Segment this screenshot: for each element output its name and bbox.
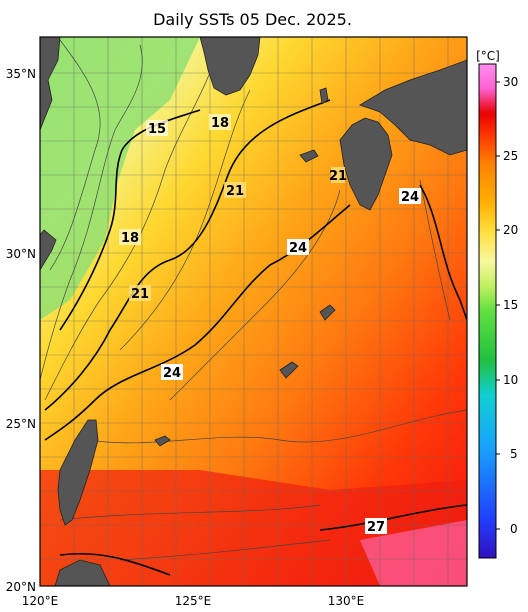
colorbar-tick-10: 10 bbox=[503, 373, 518, 387]
korea-land bbox=[199, 37, 261, 96]
svg-text:21: 21 bbox=[131, 287, 149, 302]
colorbar-tick-5: 5 bbox=[510, 447, 518, 461]
contour-label-24a: 24 bbox=[287, 239, 309, 256]
svg-text:24: 24 bbox=[401, 190, 419, 205]
svg-text:21: 21 bbox=[329, 169, 347, 184]
colorbar-tick-25: 25 bbox=[503, 149, 518, 163]
taiwan-land bbox=[57, 419, 99, 526]
tsushima-land bbox=[319, 87, 329, 105]
land bbox=[40, 37, 467, 586]
svg-text:18: 18 bbox=[121, 231, 139, 246]
svg-text:18: 18 bbox=[211, 116, 229, 131]
lon-tick-130: 130°E bbox=[328, 594, 365, 608]
ryukyu-island-3 bbox=[154, 435, 171, 447]
colorbar-tick-30: 30 bbox=[503, 75, 518, 89]
colorbar-tick-15: 15 bbox=[503, 298, 518, 312]
jeju-land bbox=[299, 149, 319, 163]
contour-label-18b: 18 bbox=[119, 229, 141, 246]
lat-tick-20: 20°N bbox=[6, 580, 36, 594]
colorbar-tick-20: 20 bbox=[503, 223, 518, 237]
lat-tick-30: 30°N bbox=[6, 247, 36, 261]
contour-label-21a: 21 bbox=[224, 182, 246, 199]
ryukyu-island-2 bbox=[279, 361, 299, 379]
colorbar-gradient bbox=[478, 63, 497, 559]
hot-southeast-water bbox=[360, 520, 467, 586]
svg-text:15: 15 bbox=[148, 122, 166, 137]
china-coast-land bbox=[40, 37, 61, 131]
lat-tick-35: 35°N bbox=[6, 67, 36, 81]
contour-label-21c: 21 bbox=[329, 167, 347, 184]
colorbar-unit: [°C] bbox=[476, 49, 500, 63]
japan-shikoku-honshu-land bbox=[359, 59, 467, 156]
lon-axis: 120°E 125°E 130°E bbox=[22, 594, 365, 608]
warm-south-water bbox=[40, 470, 467, 586]
contour-label-15: 15 bbox=[146, 120, 168, 137]
colorbar-tick-0: 0 bbox=[510, 522, 518, 536]
japan-kyushu-land bbox=[339, 117, 393, 211]
ryukyu-island-1 bbox=[319, 304, 336, 321]
map-frame bbox=[39, 36, 468, 587]
luzon-land bbox=[54, 559, 111, 586]
contour-label-27: 27 bbox=[365, 518, 387, 535]
colorbar: [°C] 30 25 20 15 10 5 0 bbox=[476, 49, 518, 559]
contour-label-24b: 24 bbox=[161, 364, 183, 381]
svg-text:24: 24 bbox=[289, 241, 307, 256]
map-title: Daily SSTs 05 Dec. 2025. bbox=[153, 10, 352, 29]
contour-label-24c: 24 bbox=[399, 188, 421, 205]
contour-label-21b: 21 bbox=[129, 285, 151, 302]
lat-axis: 35°N 30°N 25°N 20°N bbox=[6, 67, 36, 594]
lon-tick-120: 120°E bbox=[22, 594, 59, 608]
china-mainland-land bbox=[40, 229, 57, 271]
cold-coastal-water bbox=[40, 37, 200, 320]
thin-isotherms bbox=[40, 39, 467, 561]
contour-label-18a: 18 bbox=[209, 114, 231, 131]
lon-tick-125: 125°E bbox=[175, 594, 212, 608]
svg-text:27: 27 bbox=[367, 520, 385, 535]
lat-tick-25: 25°N bbox=[6, 417, 36, 431]
svg-text:24: 24 bbox=[163, 366, 181, 381]
contour-labels: 15 18 18 21 21 21 24 24 bbox=[119, 114, 421, 535]
svg-text:21: 21 bbox=[226, 184, 244, 199]
